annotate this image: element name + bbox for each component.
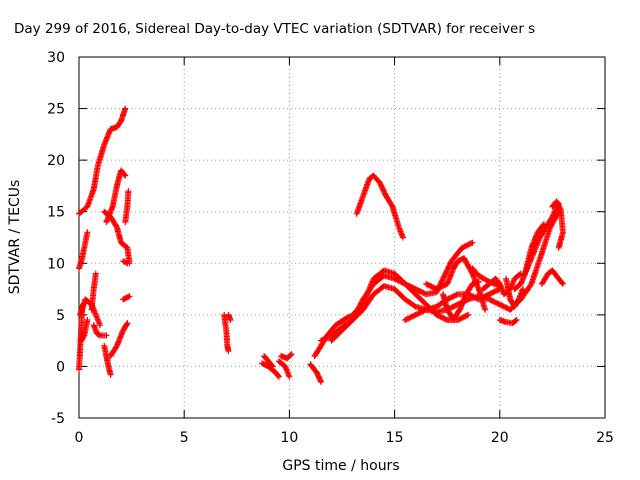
x-axis-label: GPS time / hours <box>282 458 399 474</box>
data-marker-plus <box>120 258 131 267</box>
data-track <box>88 270 99 313</box>
data-marker-plus <box>101 208 133 267</box>
data-track <box>496 317 520 327</box>
data-marker-plus <box>107 320 131 360</box>
x-tick-label: 0 <box>75 430 84 446</box>
y-tick-label: 20 <box>47 153 65 169</box>
data-marker-plus <box>76 105 129 217</box>
data-marker-plus <box>259 360 282 380</box>
data-track <box>278 351 295 362</box>
x-tick-label: 10 <box>280 430 298 446</box>
data-marker-plus <box>88 270 99 313</box>
y-tick-label: 0 <box>56 359 65 375</box>
data-marker-plus <box>78 317 91 344</box>
x-tick-label: 15 <box>386 430 404 446</box>
data-marker-plus <box>307 361 324 385</box>
y-tick-label: 5 <box>56 308 65 324</box>
data-track <box>76 229 91 272</box>
data-track <box>423 255 489 313</box>
data-track <box>549 198 566 251</box>
data-points <box>76 105 566 385</box>
data-track <box>503 275 526 310</box>
data-track <box>538 267 566 287</box>
data-track <box>107 320 131 360</box>
data-marker-plus <box>549 198 566 251</box>
chart-title: Day 299 of 2016, Sidereal Day-to-day VTE… <box>14 21 535 37</box>
x-tick-label: 5 <box>180 430 189 446</box>
data-marker-plus <box>538 267 566 287</box>
data-marker-plus <box>278 351 295 362</box>
data-track <box>522 221 547 277</box>
data-track <box>120 293 133 303</box>
data-marker-plus <box>76 229 91 272</box>
x-tick-label: 25 <box>596 430 614 446</box>
data-marker-plus <box>120 293 133 303</box>
data-track <box>76 105 129 217</box>
data-track <box>440 278 482 322</box>
y-tick-label: 30 <box>47 50 65 66</box>
y-tick-label: 25 <box>47 102 65 118</box>
data-track <box>120 258 131 267</box>
data-track <box>307 361 324 385</box>
data-track <box>101 208 133 267</box>
data-track <box>353 172 406 241</box>
data-marker-plus <box>275 358 293 380</box>
y-tick-label: 15 <box>47 205 65 221</box>
data-track <box>261 353 276 370</box>
data-track <box>90 322 110 339</box>
y-tick-label: -5 <box>51 411 65 427</box>
data-track <box>122 188 132 225</box>
data-marker-plus <box>423 255 489 313</box>
data-track <box>78 317 91 344</box>
y-tick-label: 10 <box>47 256 65 272</box>
data-marker-plus <box>101 342 114 378</box>
data-marker-plus <box>440 278 482 322</box>
data-track <box>225 311 234 323</box>
data-track <box>275 358 293 380</box>
data-marker-plus <box>122 188 132 225</box>
data-track <box>259 360 282 380</box>
data-track <box>221 311 232 354</box>
data-marker-plus <box>353 172 406 241</box>
axis-ticks: 0 5 10 15 20 25 -5 0 5 10 15 20 25 30 <box>47 50 614 446</box>
data-marker-plus <box>261 353 276 370</box>
data-marker-plus <box>221 311 232 354</box>
data-marker-plus <box>503 275 526 310</box>
y-axis-label: SDTVAR / TECUs <box>7 180 23 295</box>
data-track <box>101 342 114 378</box>
data-marker-plus <box>90 322 110 339</box>
data-marker-plus <box>225 311 234 323</box>
plot-frame <box>78 56 606 419</box>
data-marker-plus <box>522 221 547 277</box>
data-marker-plus <box>496 317 520 327</box>
x-tick-label: 20 <box>491 430 509 446</box>
